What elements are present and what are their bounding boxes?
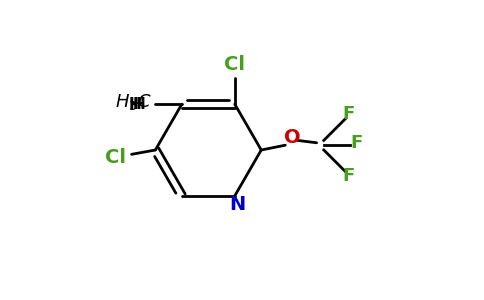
Text: H: H <box>133 97 146 112</box>
Text: N: N <box>229 195 245 214</box>
Text: Cl: Cl <box>105 148 126 167</box>
Text: F: F <box>343 105 355 123</box>
Text: H: H <box>128 97 141 112</box>
Text: F: F <box>350 134 363 152</box>
Text: O: O <box>284 128 301 146</box>
Text: $H_3C$: $H_3C$ <box>116 92 152 112</box>
Text: F: F <box>343 167 355 185</box>
Text: Cl: Cl <box>224 55 245 74</box>
